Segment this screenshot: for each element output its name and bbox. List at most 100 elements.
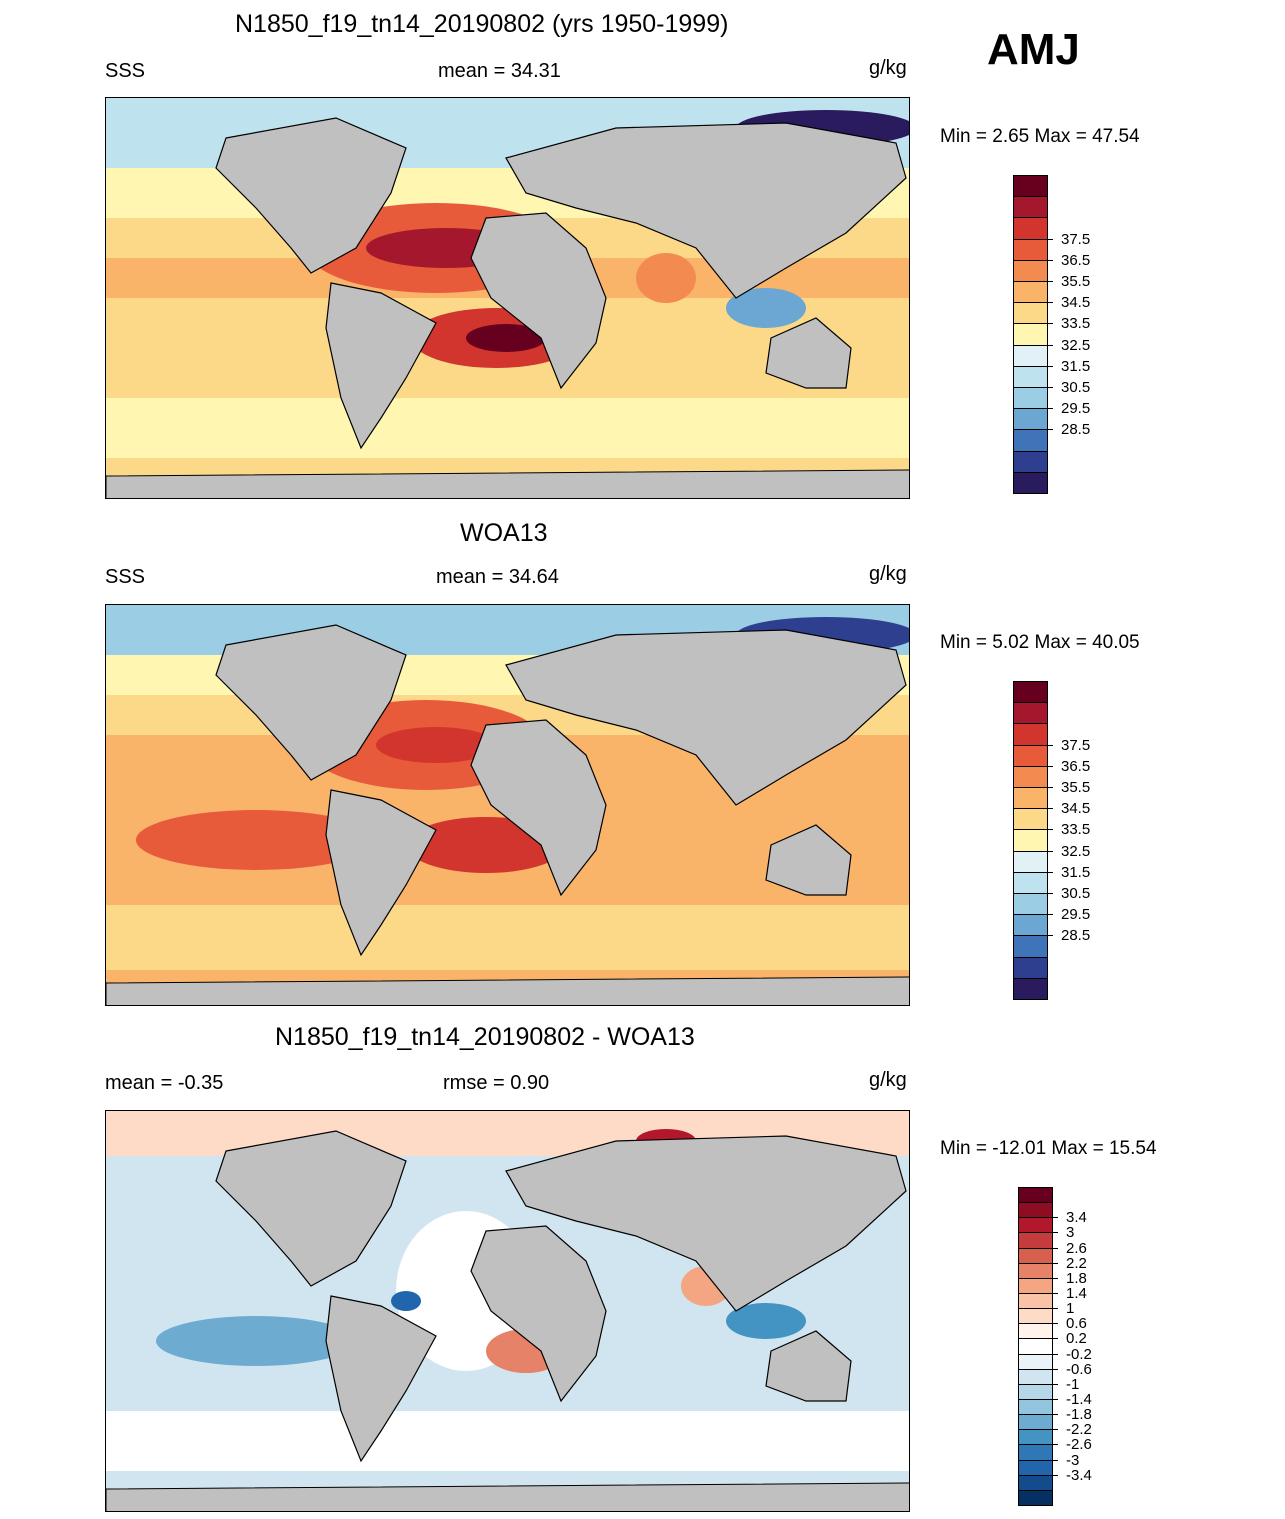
colorbar-label: 30.5 [1061,885,1091,902]
colorbar-swatch [1013,977,1048,1000]
colorbar-tick [1048,302,1053,304]
colorbar-swatch [1013,808,1048,831]
colorbar-label: 28.5 [1061,927,1091,945]
colorbar-label: 1 [1066,1300,1075,1318]
colorbar-label: 32.5 [1061,842,1091,860]
colorbar-label: -2.2 [1066,1421,1092,1439]
colorbar-tick [1053,1414,1058,1416]
colorbar-swatch [1018,1187,1053,1204]
colorbar-tick [1048,787,1053,788]
colorbar-swatch [1013,471,1048,494]
panel-1-map [105,97,910,499]
colorbar-swatch [1013,956,1048,979]
colorbar-swatch [1013,238,1048,261]
panel-2-units-label: g/kg [869,563,907,585]
colorbar-swatch [1018,1444,1053,1461]
colorbar-tick [1053,1459,1058,1461]
colorbar-label: 30.5 [1061,379,1091,396]
colorbar-swatch [1018,1338,1053,1355]
colorbar-swatch [1013,175,1048,198]
colorbar-swatch [1013,893,1048,916]
panel-2-map [105,604,910,1006]
colorbar-swatch [1013,723,1048,746]
colorbar-swatch [1018,1368,1053,1385]
colorbar-swatch [1018,1323,1053,1340]
colorbar-tick [1053,1399,1058,1400]
colorbar-label: 3 [1066,1224,1075,1242]
colorbar-label: 28.5 [1061,421,1091,439]
colorbar-tick [1053,1353,1058,1355]
colorbar-swatch [1018,1414,1053,1431]
colorbar-label: 3.4 [1066,1209,1087,1227]
colorbar-label: 1.4 [1066,1285,1087,1302]
colorbar-label: 35.5 [1061,273,1091,290]
colorbar-label: -1 [1066,1375,1080,1393]
colorbar-tick [1048,323,1053,325]
colorbar-swatch [1013,196,1048,219]
colorbar-swatch [1018,1459,1053,1476]
colorbar-label: 31.5 [1061,863,1091,881]
colorbar-tick [1053,1277,1058,1279]
colorbar-tick [1048,238,1053,240]
colorbar-swatch [1013,850,1048,873]
colorbar-tick [1053,1217,1058,1219]
colorbar-tick [1048,408,1053,410]
colorbar-label: -3.4 [1066,1466,1092,1484]
colorbar-label: -1.4 [1066,1391,1092,1408]
colorbar-label: 33.5 [1061,315,1091,333]
panel-1-colorbar: 37.5 36.5 35.5 34.5 33.5 32.5 31.5 30.5 29.5 28.5 [1013,175,1133,494]
panel-3-mean-label: mean = -0.35 [105,1072,224,1094]
colorbar-swatch [1018,1489,1053,1506]
colorbar-swatch [1013,365,1048,388]
colorbar-tick [1053,1323,1058,1325]
colorbar-tick [1053,1247,1058,1249]
colorbar-swatch [1013,323,1048,346]
panel-3-rmse-label: rmse = 0.90 [443,1072,550,1094]
colorbar-swatch [1013,787,1048,810]
colorbar-swatch [1018,1202,1053,1219]
panel-3-title: N1850_f19_tn14_20190802 - WOA13 [275,1023,695,1051]
colorbar-tick [1053,1444,1058,1446]
colorbar-label: 2.6 [1066,1239,1087,1257]
colorbar-swatch [1018,1474,1053,1491]
colorbar-label: 34.5 [1061,800,1091,818]
season-label: AMJ [987,25,1080,74]
colorbar-swatch [1013,259,1048,282]
colorbar-tick [1048,871,1053,873]
panel-2-minmax: Min = 5.02 Max = 40.05 [940,632,1140,653]
colorbar-swatch [1013,935,1048,958]
colorbar-label: 31.5 [1061,357,1091,375]
colorbar-tick [1048,850,1053,852]
panel-3-minmax: Min = -12.01 Max = 15.54 [940,1138,1157,1159]
colorbar-label: 34.5 [1061,294,1091,312]
colorbar-swatch [1018,1399,1053,1416]
colorbar-tick [1048,744,1053,746]
colorbar-label: -1.8 [1066,1406,1092,1424]
panel-3-colorbar: 3.4 3 2.6 2.2 1.8 1.4 1 0.6 0.2 -0.2 -0.6 -1 -1.4 -1.… [1018,1187,1138,1506]
colorbar-label: 35.5 [1061,779,1091,796]
colorbar-swatch [1013,871,1048,894]
colorbar-tick [1053,1293,1058,1294]
colorbar-swatch [1013,702,1048,725]
colorbar-swatch [1013,344,1048,367]
colorbar-tick [1048,429,1053,431]
colorbar-tick [1053,1262,1058,1264]
panel-1-units-label: g/kg [869,57,907,79]
colorbar-tick [1048,935,1053,937]
colorbar-label: -2.6 [1066,1436,1092,1454]
colorbar-tick [1053,1474,1058,1476]
colorbar-swatch [1018,1247,1053,1264]
colorbar-swatch [1018,1429,1053,1446]
colorbar-label: 2.2 [1066,1254,1087,1272]
panel-2-title: WOA13 [460,519,548,547]
colorbar-swatch [1013,450,1048,473]
colorbar-swatch [1013,681,1048,704]
colorbar-swatch [1013,281,1048,304]
colorbar-tick [1053,1338,1058,1340]
colorbar-tick [1048,893,1053,894]
colorbar-swatch [1018,1293,1053,1310]
colorbar-tick [1053,1232,1058,1234]
colorbar-tick [1053,1368,1058,1370]
colorbar-swatch [1018,1277,1053,1294]
colorbar-tick [1048,259,1053,261]
